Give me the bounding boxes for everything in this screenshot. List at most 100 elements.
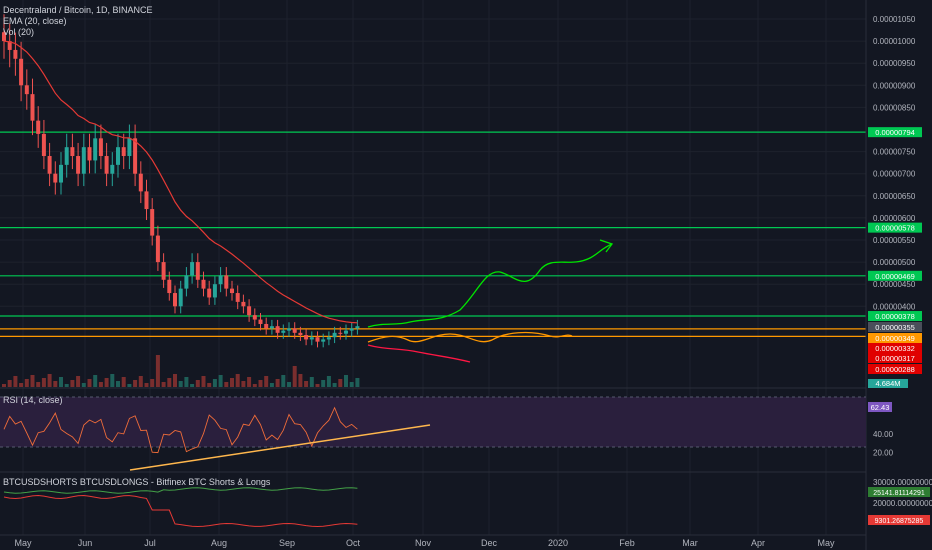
volume-bar	[127, 384, 132, 387]
bullish-arrow	[599, 239, 614, 253]
candle-body	[178, 288, 183, 307]
volume-bar	[281, 375, 286, 387]
candle-body	[93, 138, 98, 161]
time-tick-label: May	[14, 538, 32, 548]
volume-bar	[315, 384, 320, 387]
bearish-projection	[367, 344, 471, 363]
candle-body	[30, 94, 35, 121]
candle-body	[224, 275, 229, 289]
candle-body	[315, 337, 320, 342]
candle-body	[304, 335, 309, 340]
time-tick-label: Mar	[682, 538, 698, 548]
candle-body	[116, 147, 120, 165]
volume-legend[interactable]: Vol (20)	[3, 27, 35, 37]
price-tag-label: 0.00000288	[875, 365, 915, 374]
candlesticks	[2, 14, 360, 348]
candle-body	[338, 332, 343, 334]
volume-bar	[178, 381, 183, 387]
candle-body	[287, 328, 291, 331]
horizontal-levels[interactable]	[0, 131, 866, 337]
price-tick-label: 0.00000650	[873, 192, 916, 201]
candle-body	[70, 147, 75, 157]
time-tick-label: Jun	[78, 538, 93, 548]
time-tick-label: 2020	[548, 538, 568, 548]
candle-body	[167, 279, 172, 294]
volume-bar	[338, 379, 343, 387]
candle-body	[98, 138, 103, 157]
ema-line	[3, 40, 358, 324]
price-tag	[868, 311, 922, 322]
candle-body	[212, 284, 217, 298]
volume-bar	[36, 382, 41, 387]
price-tick-label: 0.00000700	[873, 170, 916, 179]
volume-bar	[298, 374, 303, 387]
price-tick-label: 0.00000850	[873, 103, 916, 112]
volume-bar	[349, 382, 354, 387]
range-projection	[367, 331, 573, 343]
candle-body	[24, 85, 29, 95]
candle-body	[258, 319, 263, 324]
volume-bar	[230, 378, 234, 387]
symbol-title[interactable]: Decentraland / Bitcoin, 1D, BINANCE	[3, 5, 153, 15]
volume-bar	[30, 375, 35, 387]
volume-bar	[81, 383, 86, 387]
candle-body	[2, 32, 6, 42]
candle-body	[201, 279, 206, 289]
rsi-tick-label: 20.00	[873, 449, 894, 458]
price-tag-label: 0.00000794	[875, 128, 915, 137]
candle-body	[138, 173, 143, 192]
time-tick-label: Sep	[279, 538, 295, 548]
shorts-tick-label: 20000.00000000	[873, 499, 932, 508]
candle-body	[332, 332, 337, 338]
price-tag-label: 0.00000378	[875, 312, 915, 321]
price-axis[interactable]: 0.00001050 0.00001000 0.00000950 0.00000900…	[873, 15, 932, 508]
shorts-longs-tag	[868, 515, 930, 525]
candle-body	[241, 301, 246, 307]
price-tick-label: 0.00000750	[873, 148, 916, 157]
candle-body	[53, 173, 58, 183]
rsi-legend[interactable]: RSI (14, close)	[3, 395, 63, 405]
candle-body	[81, 147, 86, 174]
price-tick-label: 0.00000500	[873, 258, 916, 267]
candle-body	[309, 337, 314, 340]
price-tag-label: 0.00000578	[875, 224, 915, 233]
candle-body	[349, 328, 354, 331]
shorts-tick-label: 30000.00000000	[873, 478, 932, 487]
volume-bar	[195, 380, 200, 387]
volume-bar	[13, 376, 18, 387]
price-tag	[868, 333, 922, 343]
price-tick-label: 0.00000400	[873, 302, 916, 311]
volume-bar	[201, 376, 206, 387]
price-tick-label: 0.00000450	[873, 280, 916, 289]
volume-bar	[7, 380, 12, 387]
shorts-longs-legend[interactable]: BTCUSDSHORTS BTCUSDLONGS - Bitfinex BTC …	[3, 477, 271, 487]
volume-bar	[98, 382, 103, 387]
candle-body	[269, 326, 274, 329]
time-tick-label: Nov	[415, 538, 432, 548]
volume-bar	[53, 381, 58, 387]
price-tick-label: 0.00000950	[873, 59, 916, 68]
shorts-longs-tag-label: 9301.26875285	[875, 518, 924, 525]
volume-bar	[167, 378, 172, 387]
candle-body	[321, 339, 326, 342]
volume-bar	[264, 376, 269, 387]
time-axis[interactable]: May Jun Jul Aug Sep Oct Nov Dec 2020 Feb Mar Apr May	[14, 538, 835, 548]
candle-body	[173, 293, 177, 307]
candle-body	[247, 306, 252, 316]
time-tick-label: Feb	[619, 538, 635, 548]
volume-bar	[292, 366, 297, 387]
projection-drawings[interactable]	[367, 239, 614, 363]
volume-bar	[309, 377, 314, 387]
ema-legend[interactable]: EMA (20, close)	[3, 16, 67, 26]
candle-body	[292, 328, 297, 333]
candle-body	[344, 330, 348, 334]
volume-bar	[116, 381, 120, 387]
candle-body	[235, 293, 240, 302]
candle-body	[355, 326, 360, 329]
price-tick-label: 0.00001000	[873, 37, 916, 46]
price-tag	[868, 353, 922, 363]
rsi-trendline[interactable]	[129, 424, 431, 471]
volume-bar	[59, 377, 63, 387]
